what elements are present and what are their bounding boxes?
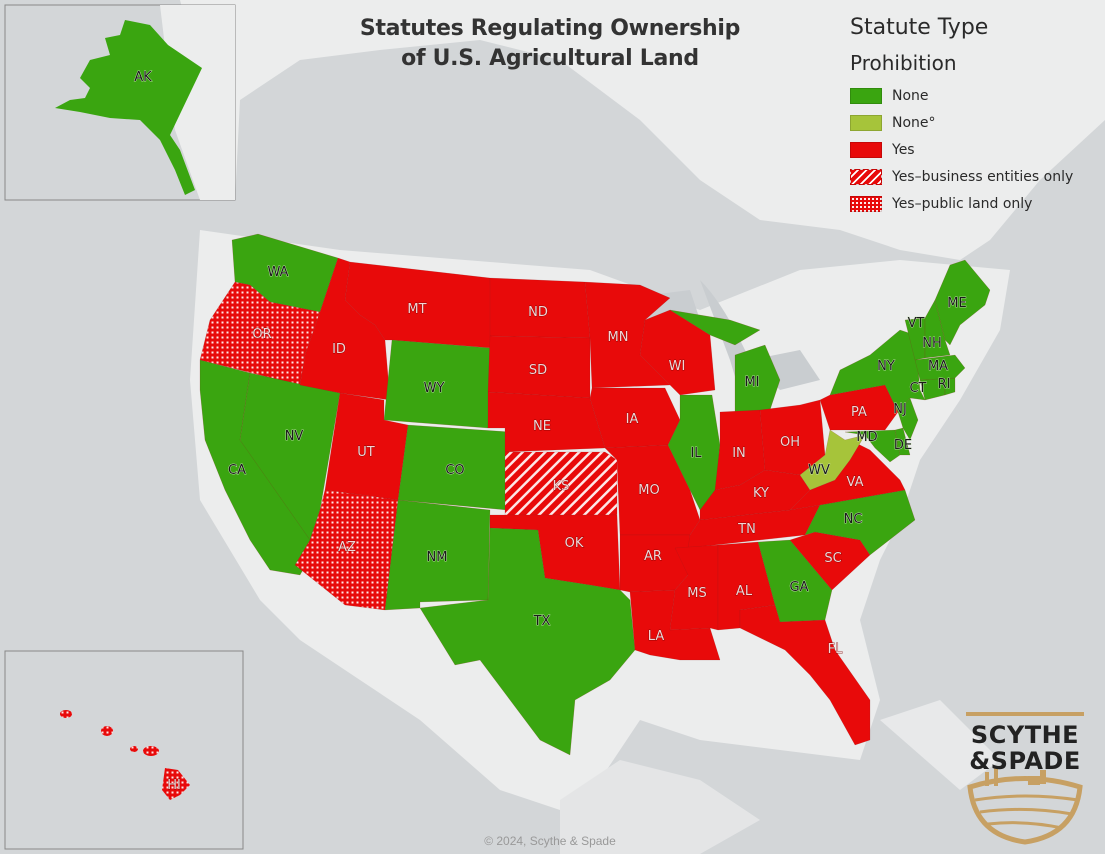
label-AZ: AZ	[338, 540, 356, 555]
label-IA: IA	[626, 412, 639, 427]
legend-label: None°	[892, 114, 936, 131]
swatch-yes	[850, 141, 882, 158]
state-TX[interactable]	[419, 527, 636, 756]
swatch-yes-public	[850, 195, 882, 212]
label-NC: NC	[844, 512, 863, 527]
label-AL: AL	[736, 584, 753, 599]
legend-label: Yes–public land only	[892, 195, 1033, 212]
label-HI: HI	[167, 778, 181, 793]
logo-line1: SCYTHE	[970, 721, 1080, 749]
legend-item-none-footnote: None°	[850, 109, 1100, 136]
state-PA[interactable]	[819, 384, 899, 431]
label-PA: PA	[851, 405, 867, 420]
label-NV: NV	[285, 429, 304, 444]
label-GA: GA	[790, 580, 809, 595]
swatch-none	[850, 87, 882, 104]
state-KS[interactable]	[504, 451, 618, 516]
state-MA[interactable]	[914, 354, 966, 381]
state-NM[interactable]	[384, 499, 491, 611]
label-AK: AK	[134, 70, 152, 85]
label-MN: MN	[608, 330, 629, 345]
label-SD: SD	[529, 363, 547, 378]
map-title-line1: Statutes Regulating Ownership	[359, 16, 741, 41]
label-OR: OR	[252, 327, 271, 342]
label-MS: MS	[687, 586, 706, 601]
state-NC[interactable]	[804, 489, 916, 556]
state-NH[interactable]	[924, 299, 951, 359]
label-IL: IL	[690, 446, 702, 461]
label-TN: TN	[737, 522, 756, 537]
label-WA: WA	[267, 265, 288, 280]
state-ME[interactable]	[934, 259, 991, 346]
label-WY: WY	[424, 381, 445, 396]
map-title: Statutes Regulating Ownership of U.S. Ag…	[340, 14, 760, 74]
legend-item-yes-business: Yes–business entities only	[850, 163, 1100, 190]
label-OH: OH	[780, 435, 800, 450]
label-KS: KS	[553, 479, 570, 494]
label-VT: VT	[908, 316, 925, 331]
legend-label: None	[892, 87, 929, 104]
legend-item-yes-public: Yes–public land only	[850, 190, 1100, 217]
legend-label: Yes–business entities only	[892, 168, 1074, 185]
label-WV: WV	[808, 463, 830, 478]
label-ME: ME	[947, 296, 966, 311]
label-RI: RI	[938, 377, 951, 392]
state-labels: WA OR CA NV ID MT WY UT CO AZ NM ND SD N…	[228, 265, 968, 658]
map-title-line2: of U.S. Agricultural Land	[401, 46, 699, 71]
label-SC: SC	[824, 551, 841, 566]
label-CO: CO	[445, 463, 464, 478]
legend-label: Yes	[892, 141, 915, 158]
state-HI[interactable]	[60, 710, 190, 800]
label-ID: ID	[332, 342, 346, 357]
label-VA: VA	[847, 475, 864, 490]
state-DE[interactable]	[894, 427, 911, 456]
label-LA: LA	[648, 629, 665, 644]
label-MO: MO	[638, 483, 659, 498]
lower-48	[199, 233, 991, 756]
legend-item-yes: Yes	[850, 136, 1100, 163]
swatch-none-footnote	[850, 114, 882, 131]
alaska-inset: AK	[4, 4, 236, 201]
swatch-yes-business	[850, 168, 882, 185]
label-FL: FL	[828, 642, 843, 657]
label-MT: MT	[407, 302, 426, 317]
label-NE: NE	[533, 419, 551, 434]
label-DE: DE	[894, 438, 912, 453]
legend-subheading: Prohibition	[850, 51, 957, 75]
label-ND: ND	[528, 305, 548, 320]
state-LA[interactable]	[629, 589, 721, 661]
label-CA: CA	[228, 463, 246, 478]
copyright: © 2024, Scythe & Spade	[484, 834, 616, 848]
label-MI: MI	[744, 375, 759, 390]
state-AK[interactable]	[55, 20, 202, 195]
label-CT: CT	[909, 381, 926, 396]
state-MI[interactable]	[669, 309, 781, 413]
legend-item-none: None	[850, 82, 1100, 109]
label-NY: NY	[877, 359, 895, 374]
label-NJ: NJ	[893, 402, 907, 417]
state-NY[interactable]	[829, 329, 926, 413]
label-MA: MA	[928, 359, 948, 374]
label-OK: OK	[565, 536, 584, 551]
label-KY: KY	[753, 486, 769, 501]
label-NM: NM	[427, 550, 448, 565]
label-MD: MD	[856, 430, 877, 445]
state-NJ[interactable]	[897, 397, 919, 441]
label-UT: UT	[357, 445, 375, 460]
label-WI: WI	[669, 359, 686, 374]
hawaii-inset: HI	[4, 650, 244, 850]
scythe-spade-logo: SCYTHE &SPADE	[960, 712, 1090, 774]
logo-line2: &SPADE	[969, 747, 1081, 775]
label-NH: NH	[922, 336, 942, 351]
state-FL[interactable]	[739, 604, 871, 746]
label-AR: AR	[644, 549, 662, 564]
label-TX: TX	[533, 614, 551, 629]
logo-graphic	[967, 768, 1083, 845]
legend-heading: Statute Type	[850, 15, 989, 40]
label-IN: IN	[732, 446, 746, 461]
legend: Statute Type Prohibition None None° Yes …	[850, 14, 1100, 217]
logo-bar	[966, 712, 1084, 716]
